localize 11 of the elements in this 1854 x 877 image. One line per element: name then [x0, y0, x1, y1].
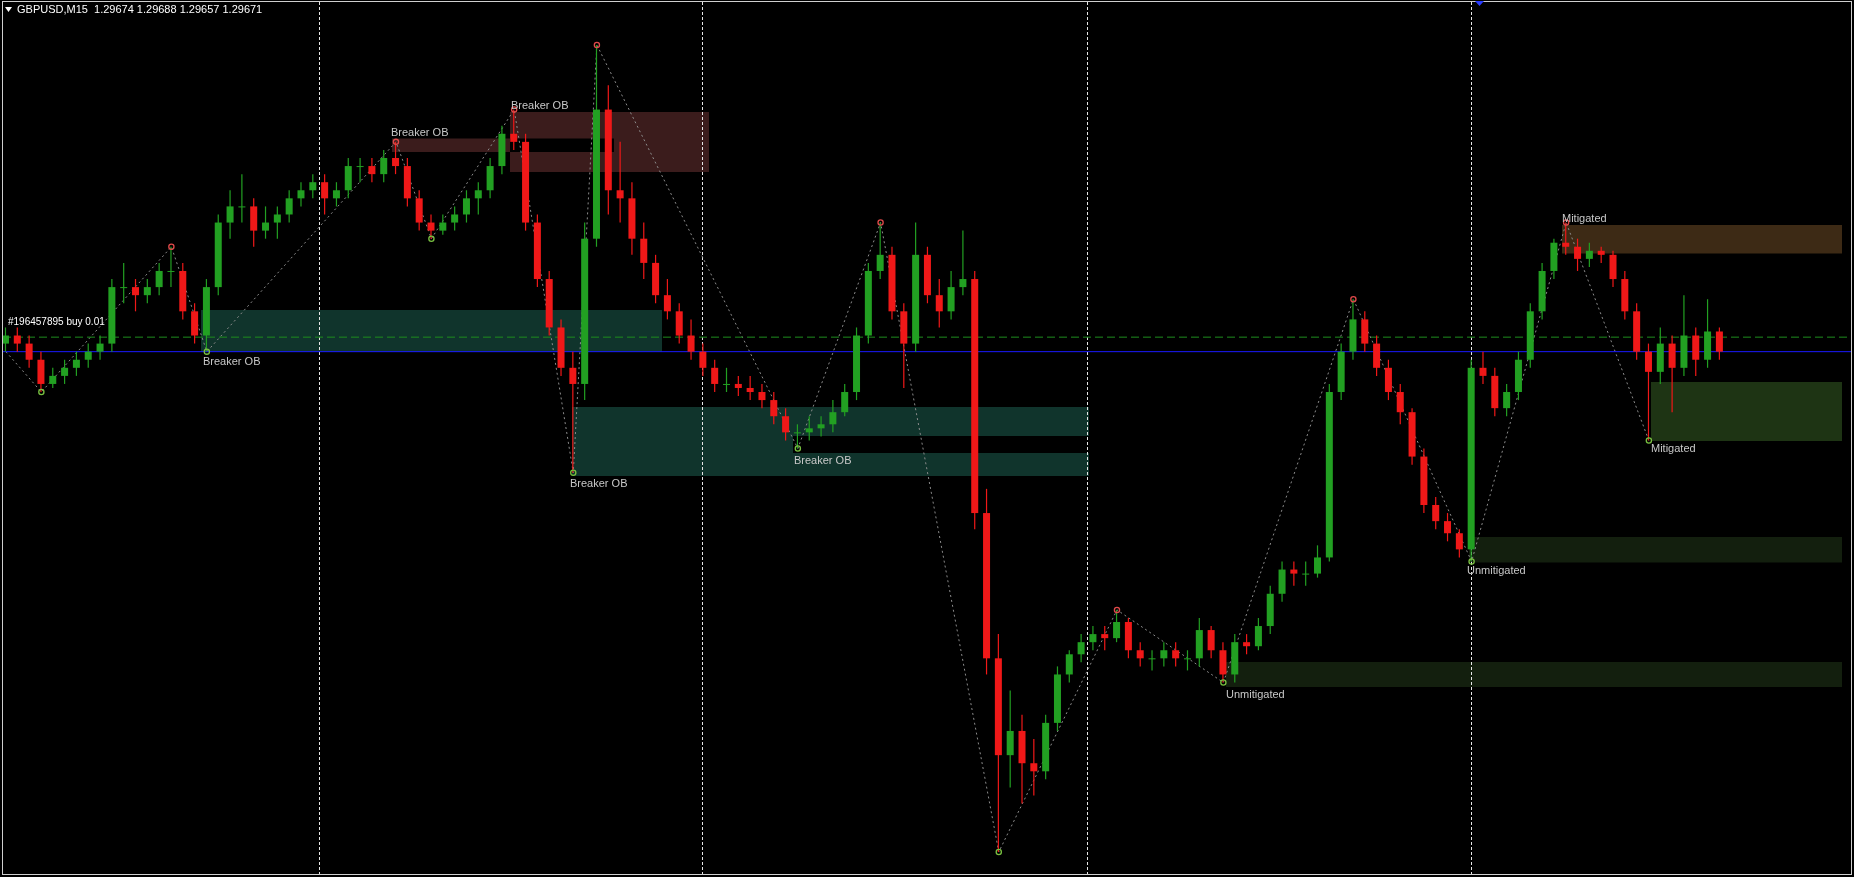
annotation: Breaker OB — [794, 453, 852, 467]
annotation: Breaker OB — [511, 98, 569, 112]
annotation: Breaker OB — [203, 354, 261, 368]
annotation: Breaker OB — [391, 125, 449, 139]
annotation: Unmitigated — [1226, 687, 1285, 701]
annotation: Mitigated — [1562, 211, 1607, 225]
chart-title: GBPUSD,M15 1.29674 1.29688 1.29657 1.29671 — [17, 2, 263, 16]
ref-line-label: #196457895 buy 0.01 — [8, 316, 106, 328]
annotation: Breaker OB — [570, 476, 628, 490]
annotation: Unmitigated — [1467, 563, 1526, 577]
annotation: Mitigated — [1651, 441, 1696, 455]
